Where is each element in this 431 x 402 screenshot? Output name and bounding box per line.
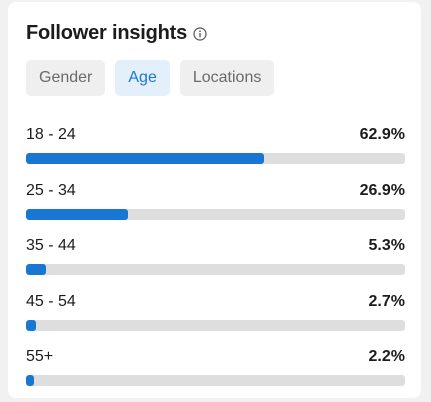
info-icon[interactable] [193, 26, 207, 41]
age-row-55-plus: 55+ 2.2% [26, 346, 405, 402]
progress-fill [26, 208, 128, 220]
age-percentage: 2.2% [368, 348, 405, 365]
progress-track [26, 375, 405, 386]
age-percentage: 5.3% [368, 237, 405, 254]
tab-gender[interactable]: Gender [26, 60, 106, 96]
age-range-label: 35 - 44 [26, 237, 76, 254]
tab-gender-label: Gender [39, 69, 93, 86]
age-row-25-34: 25 - 34 26.9% [26, 180, 405, 236]
progress-track [26, 153, 405, 164]
age-percentage: 2.7% [368, 292, 405, 310]
age-range-label: 45 - 54 [26, 292, 76, 310]
progress-fill [26, 375, 35, 386]
card-header: Follower insights [26, 22, 207, 45]
age-range-label: 55+ [26, 348, 54, 365]
age-row-18-24: 18 - 24 62.9% [26, 124, 405, 180]
age-row-45-54: 45 - 54 2.7% [26, 291, 405, 347]
tab-age-label: Age [128, 69, 157, 86]
age-distribution-list: 18 - 24 62.9% 25 - 34 26.9% 35 - 44 5.3% [26, 124, 405, 402]
age-range-label: 18 - 24 [26, 126, 76, 143]
age-range-label: 25 - 34 [26, 181, 76, 199]
age-percentage: 26.9% [359, 181, 405, 199]
insight-tabs: Gender Age Locations [26, 60, 275, 96]
age-percentage: 62.9% [359, 126, 405, 143]
progress-fill [26, 264, 47, 275]
progress-track [26, 264, 405, 275]
tab-locations-label: Locations [192, 69, 262, 86]
progress-track [26, 319, 405, 331]
tab-locations[interactable]: Locations [179, 60, 275, 96]
tab-age[interactable]: Age [115, 60, 170, 96]
card-title: Follower insights [26, 22, 188, 44]
progress-track [26, 208, 405, 220]
progress-fill [26, 153, 265, 164]
follower-insights-card: Follower insights Gender Age Locations 1… [8, 2, 421, 398]
progress-fill [26, 319, 37, 331]
age-row-35-44: 35 - 44 5.3% [26, 235, 405, 291]
